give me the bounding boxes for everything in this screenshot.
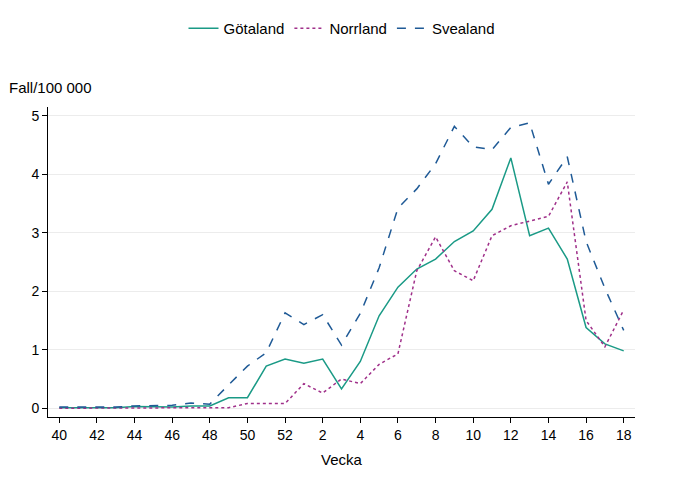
- svg-text:48: 48: [202, 427, 218, 443]
- svg-text:0: 0: [31, 400, 39, 416]
- svg-text:Götaland: Götaland: [224, 20, 285, 37]
- svg-text:Svealand: Svealand: [432, 20, 495, 37]
- svg-text:1: 1: [31, 342, 39, 358]
- svg-text:42: 42: [89, 427, 105, 443]
- svg-text:12: 12: [503, 427, 519, 443]
- svg-text:6: 6: [394, 427, 402, 443]
- svg-text:40: 40: [52, 427, 68, 443]
- svg-text:5: 5: [31, 108, 39, 124]
- svg-text:4: 4: [356, 427, 364, 443]
- svg-text:50: 50: [240, 427, 256, 443]
- svg-text:14: 14: [541, 427, 557, 443]
- svg-text:16: 16: [578, 427, 594, 443]
- svg-text:44: 44: [127, 427, 143, 443]
- svg-text:2: 2: [31, 283, 39, 299]
- svg-text:3: 3: [31, 225, 39, 241]
- svg-text:Norrland: Norrland: [329, 20, 387, 37]
- svg-text:Fall/100 000: Fall/100 000: [9, 79, 92, 96]
- svg-text:2: 2: [319, 427, 327, 443]
- svg-text:8: 8: [432, 427, 440, 443]
- svg-text:46: 46: [164, 427, 180, 443]
- svg-text:52: 52: [277, 427, 293, 443]
- svg-text:18: 18: [616, 427, 632, 443]
- svg-text:10: 10: [465, 427, 481, 443]
- svg-text:4: 4: [31, 166, 39, 182]
- svg-text:Vecka: Vecka: [321, 451, 363, 468]
